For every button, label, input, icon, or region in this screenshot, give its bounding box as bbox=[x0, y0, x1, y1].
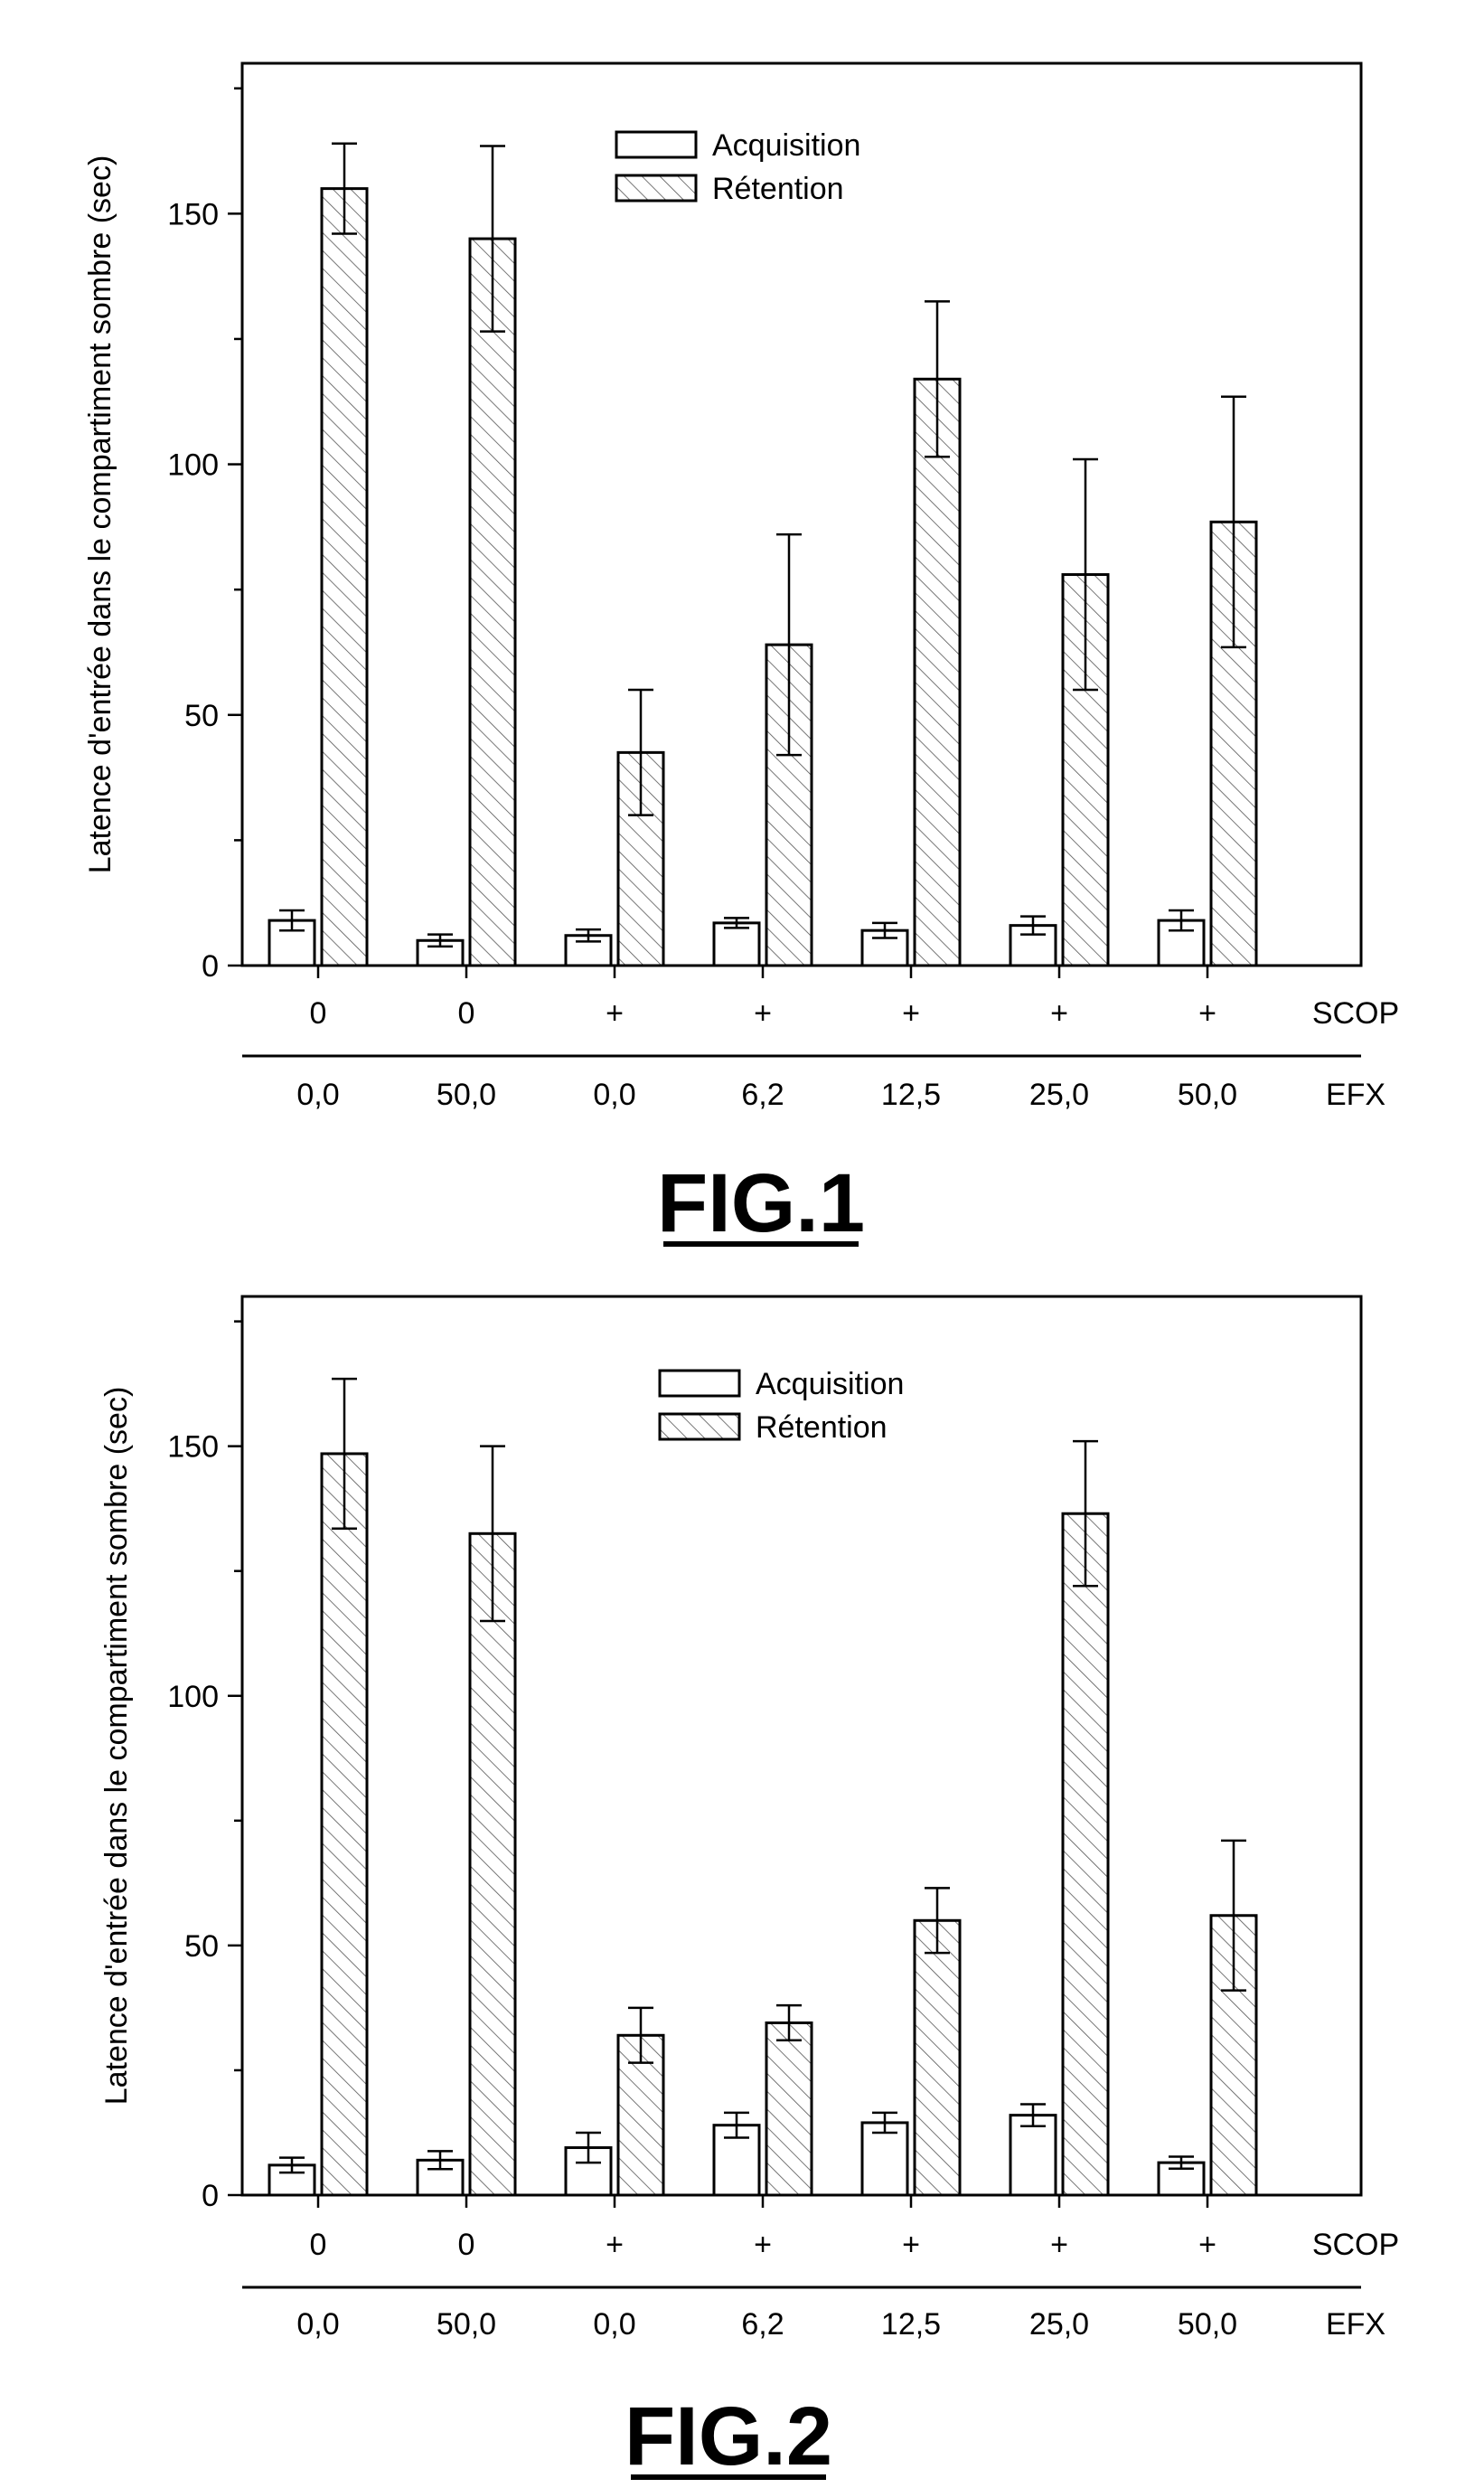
legend-swatch-retention bbox=[658, 1412, 741, 1441]
scop-label-5: + bbox=[902, 2228, 920, 2262]
y-axis-label: Latence d'entrée dans le compartiment so… bbox=[83, 156, 117, 874]
scop-label-1: 0 bbox=[310, 2228, 327, 2262]
efx-label-3: 0,0 bbox=[593, 2307, 635, 2342]
scop-label-2: 0 bbox=[458, 2228, 475, 2262]
y-tick-label: 150 bbox=[167, 197, 219, 231]
figure-label: FIG.1 bbox=[657, 1157, 865, 1249]
legend: Acquisition Rétention bbox=[658, 1367, 904, 1445]
bar-retention-5 bbox=[913, 1918, 962, 2197]
scop-label-1: 0 bbox=[310, 996, 327, 1031]
efx-label-7: 50,0 bbox=[1178, 2307, 1237, 2342]
efx-label-2: 50,0 bbox=[437, 1078, 496, 1112]
scop-label-4: + bbox=[754, 996, 772, 1031]
efx-label-7: 50,0 bbox=[1178, 1078, 1237, 1112]
bar-acquisition-4 bbox=[712, 921, 761, 967]
efx-label-3: 0,0 bbox=[593, 1078, 635, 1112]
legend-swatch-acquisition bbox=[615, 130, 698, 159]
bar-retention-2 bbox=[468, 1531, 517, 2197]
scop-label-5: + bbox=[902, 996, 920, 1031]
chart-panel-1: 0 50 100 150 Latence d'entrée dans le compar… bbox=[83, 61, 1399, 1249]
legend-label-retention: Rétention bbox=[756, 1410, 888, 1445]
scop-label-7: + bbox=[1198, 996, 1216, 1031]
bar-retention-4 bbox=[765, 2021, 813, 2197]
legend-label-acquisition: Acquisition bbox=[756, 1367, 904, 1401]
scop-label-3: + bbox=[606, 996, 624, 1031]
efx-label-1: 0,0 bbox=[296, 1078, 339, 1112]
efx-row-label: EFX bbox=[1326, 1078, 1385, 1112]
y-tick-label: 100 bbox=[167, 1680, 219, 1714]
figure-label: FIG.2 bbox=[625, 2390, 832, 2483]
y-tick-label: 0 bbox=[202, 949, 219, 984]
scop-row-label: SCOP bbox=[1312, 2228, 1399, 2262]
scop-row-label: SCOP bbox=[1312, 996, 1399, 1031]
scop-label-6: + bbox=[1050, 996, 1068, 1031]
efx-label-5: 12,5 bbox=[881, 1078, 941, 1112]
scop-label-2: 0 bbox=[458, 996, 475, 1031]
efx-label-1: 0,0 bbox=[296, 2307, 339, 2342]
efx-label-2: 50,0 bbox=[437, 2307, 496, 2342]
legend-swatch-acquisition bbox=[658, 1369, 741, 1398]
efx-label-4: 6,2 bbox=[741, 1078, 784, 1112]
efx-row-label: EFX bbox=[1326, 2307, 1385, 2342]
scop-label-7: + bbox=[1198, 2228, 1216, 2262]
efx-label-5: 12,5 bbox=[881, 2307, 941, 2342]
legend-label-acquisition: Acquisition bbox=[712, 128, 860, 163]
efx-label-4: 6,2 bbox=[741, 2307, 784, 2342]
y-tick-label: 150 bbox=[167, 1430, 219, 1465]
legend-swatch-retention bbox=[615, 174, 698, 203]
y-tick-label: 0 bbox=[202, 2179, 219, 2213]
chart-panel-2: 0 50 100 150 Latence d'entrée dans le compar… bbox=[99, 1295, 1399, 2483]
scop-label-6: + bbox=[1050, 2228, 1068, 2262]
bar-retention-6 bbox=[1061, 1512, 1110, 2197]
efx-label-6: 25,0 bbox=[1029, 2307, 1089, 2342]
bar-retention-1 bbox=[320, 187, 369, 967]
y-axis-label: Latence d'entrée dans le compartiment so… bbox=[99, 1387, 134, 2106]
legend-label-retention: Rétention bbox=[712, 172, 844, 206]
efx-label-6: 25,0 bbox=[1029, 1078, 1089, 1112]
bar-acquisition-6 bbox=[1009, 2114, 1057, 2197]
bar-retention-1 bbox=[320, 1452, 369, 2197]
legend: Acquisition Rétention bbox=[615, 128, 860, 206]
bar-retention-2 bbox=[468, 237, 517, 967]
y-tick-label: 50 bbox=[184, 699, 219, 733]
y-tick-label: 50 bbox=[184, 1929, 219, 1964]
y-tick-label: 100 bbox=[167, 448, 219, 483]
scop-label-4: + bbox=[754, 2228, 772, 2262]
bar-retention-5 bbox=[913, 377, 962, 967]
bar-retention-3 bbox=[616, 750, 665, 967]
scop-label-3: + bbox=[606, 2228, 624, 2262]
